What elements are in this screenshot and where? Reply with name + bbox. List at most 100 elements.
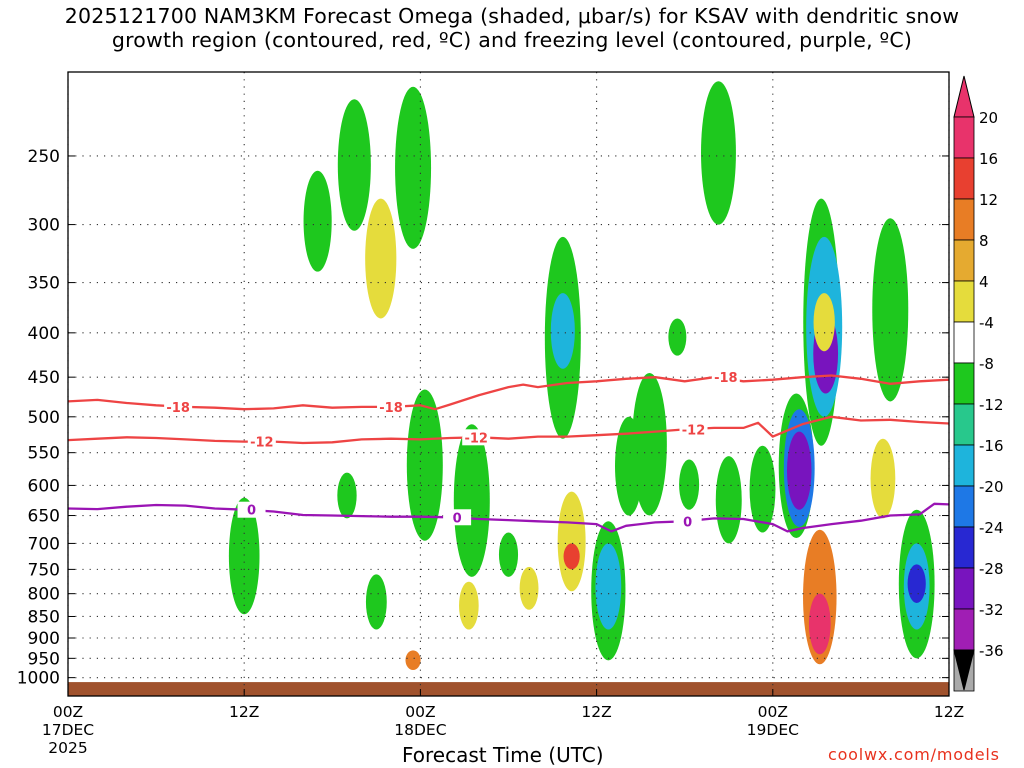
omega-cell-3 bbox=[337, 99, 371, 231]
x-tick-label-4: 00Z bbox=[758, 703, 788, 721]
contour-lines: -18 -18 -18 -12 -12 -12 0 0 0 bbox=[68, 369, 949, 533]
omega-cell-10 bbox=[459, 581, 479, 630]
colorbar-label-2: 12 bbox=[979, 191, 998, 209]
colorbar-label-5: -4 bbox=[979, 314, 994, 332]
contour-label-dendritic-minus-12-2: -12 bbox=[682, 423, 706, 438]
y-tick-label-300: 300 bbox=[28, 216, 60, 236]
colorbar-swatch-9 bbox=[953, 485, 975, 528]
y-tick-label-400: 400 bbox=[28, 324, 60, 344]
colorbar-label-1: 16 bbox=[979, 150, 998, 168]
plot-border bbox=[67, 71, 950, 697]
colorbar-top-arrow bbox=[953, 75, 975, 118]
colorbar-swatch-1 bbox=[953, 157, 975, 200]
pressure-axis: 2503003504004505005506006507007508008509… bbox=[17, 147, 949, 689]
colorbar-label-11: -28 bbox=[979, 560, 1004, 578]
omega-cell-0 bbox=[228, 497, 260, 615]
contour-label-dendritic-minus-12-0: -12 bbox=[250, 436, 274, 451]
omega-cell-5 bbox=[395, 86, 432, 249]
colorbar-label-0: 20 bbox=[979, 109, 998, 127]
contour-label-bg-dendritic-minus-12-2 bbox=[679, 421, 708, 438]
omega-cell-35 bbox=[870, 438, 896, 519]
contour-label-bg-freezing-level-0-0 bbox=[237, 501, 266, 518]
contour-label-dendritic-minus-18-1: -18 bbox=[379, 401, 403, 416]
omega-cell-4 bbox=[365, 198, 397, 319]
x-tick-date-4: 19DEC bbox=[747, 721, 799, 739]
colorbar-label-3: 8 bbox=[979, 232, 989, 250]
omega-cell-8 bbox=[406, 389, 443, 541]
omega-colorbar: 20 16 12 8 4 -4 -8 -12 -16 -20 -24 -28 -32 -36 bbox=[953, 75, 1004, 692]
colorbar-bottom-arrow bbox=[953, 649, 975, 691]
y-tick-label-700: 700 bbox=[28, 534, 60, 554]
contour-label-freezing-level-0-2: 0 bbox=[683, 515, 692, 530]
omega-cell-7 bbox=[405, 650, 421, 671]
omega-cell-32 bbox=[813, 293, 835, 352]
omega-cell-1 bbox=[303, 170, 332, 272]
y-tick-label-1000: 1000 bbox=[17, 669, 60, 689]
colorbar-swatch-6 bbox=[953, 362, 975, 405]
omega-cell-25 bbox=[749, 445, 776, 533]
omega-cell-34 bbox=[808, 593, 831, 655]
y-tick-label-650: 650 bbox=[28, 507, 60, 527]
y-tick-label-900: 900 bbox=[28, 629, 60, 649]
colorbar-swatch-4 bbox=[953, 280, 975, 323]
contour-label-bg-dendritic-minus-18-2 bbox=[711, 369, 740, 386]
omega-cell-39 bbox=[907, 564, 926, 603]
colorbar-label-9: -20 bbox=[979, 478, 1004, 496]
contour-label-bg-freezing-level-0-1 bbox=[443, 509, 472, 526]
chart-title-line-2: growth region (contoured, red, ºC) and f… bbox=[111, 28, 913, 52]
colorbar-label-13: -36 bbox=[979, 642, 1004, 660]
colorbar-label-10: -24 bbox=[979, 519, 1004, 537]
colorbar-label-8: -16 bbox=[979, 437, 1004, 455]
y-tick-label-250: 250 bbox=[28, 147, 60, 167]
x-tick-date-0: 17DEC bbox=[42, 721, 94, 739]
colorbar-swatch-5 bbox=[953, 321, 975, 364]
contour-freezing-level-0 bbox=[68, 502, 949, 533]
x-tick-year-0: 2025 bbox=[48, 739, 87, 757]
colorbar-label-6: -8 bbox=[979, 355, 994, 373]
colorbar-label-12: -32 bbox=[979, 601, 1004, 619]
contour-label-dendritic-minus-12-1: -12 bbox=[464, 431, 488, 446]
omega-cell-22 bbox=[679, 459, 700, 510]
contour-label-bg-dendritic-minus-18-1 bbox=[377, 398, 406, 415]
omega-cell-28 bbox=[786, 431, 812, 510]
x-tick-label-3: 12Z bbox=[581, 703, 611, 721]
omega-cell-21 bbox=[668, 318, 687, 356]
contour-label-bg-dendritic-minus-12-1 bbox=[462, 429, 491, 446]
colorbar-swatch-0 bbox=[953, 116, 975, 159]
colorbar-label-7: -12 bbox=[979, 396, 1004, 414]
y-tick-label-500: 500 bbox=[28, 408, 60, 428]
colorbar-swatch-12 bbox=[953, 608, 975, 651]
ground-band bbox=[68, 682, 949, 696]
contour-dendritic-minus-18 bbox=[68, 374, 949, 411]
omega-cell-14 bbox=[550, 293, 575, 369]
x-axis-label: Forecast Time (UTC) bbox=[402, 743, 604, 767]
omega-cell-6 bbox=[365, 574, 387, 630]
site-credit: coolwx.com/models bbox=[828, 745, 1000, 764]
y-tick-label-750: 750 bbox=[28, 560, 60, 580]
colorbar-swatch-2 bbox=[953, 198, 975, 241]
omega-cell-20 bbox=[632, 372, 667, 516]
x-tick-date-2: 18DEC bbox=[394, 721, 446, 739]
x-tick-label-1: 12Z bbox=[229, 703, 259, 721]
contour-label-dendritic-minus-18-0: -18 bbox=[166, 401, 190, 416]
contour-label-freezing-level-0-1: 0 bbox=[453, 511, 462, 526]
omega-cell-18 bbox=[595, 543, 622, 630]
contour-label-bg-dendritic-minus-18-0 bbox=[164, 398, 193, 415]
contour-dendritic-minus-12 bbox=[68, 415, 949, 445]
contour-label-bg-dendritic-minus-12-0 bbox=[247, 433, 276, 450]
y-tick-label-450: 450 bbox=[28, 368, 60, 388]
colorbar-swatch-8 bbox=[953, 444, 975, 487]
omega-cell-12 bbox=[519, 566, 539, 610]
y-tick-label-800: 800 bbox=[28, 585, 60, 605]
y-tick-label-350: 350 bbox=[28, 274, 60, 294]
omega-cell-16 bbox=[563, 543, 580, 570]
colorbar-label-4: 4 bbox=[979, 273, 989, 291]
plot-frame bbox=[67, 71, 950, 697]
chart-title-line-1: 2025121700 NAM3KM Forecast Omega (shaded… bbox=[64, 4, 960, 28]
colorbar-swatch-7 bbox=[953, 403, 975, 446]
y-tick-label-600: 600 bbox=[28, 476, 60, 496]
colorbar-swatch-10 bbox=[953, 526, 975, 569]
contour-label-dendritic-minus-18-2: -18 bbox=[714, 371, 738, 386]
contour-label-freezing-level-0-0: 0 bbox=[247, 504, 256, 519]
